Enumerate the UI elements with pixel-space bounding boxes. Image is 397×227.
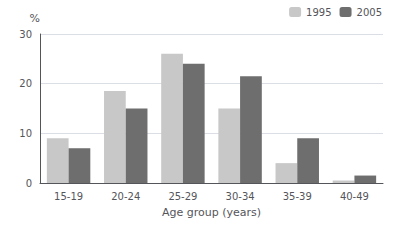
svg-text:0: 0	[26, 178, 32, 189]
svg-text:25-29: 25-29	[168, 191, 197, 202]
svg-text:%: %	[30, 12, 40, 25]
svg-text:30: 30	[19, 29, 32, 40]
svg-text:40-49: 40-49	[340, 191, 369, 202]
svg-text:30-34: 30-34	[226, 191, 255, 202]
svg-text:20-24: 20-24	[111, 191, 140, 202]
svg-text:35-39: 35-39	[283, 191, 312, 202]
svg-text:15-19: 15-19	[54, 191, 83, 202]
svg-text:20: 20	[19, 78, 32, 89]
svg-text:Age group (years): Age group (years)	[162, 206, 261, 219]
svg-text:2005: 2005	[357, 7, 382, 18]
svg-text:10: 10	[19, 128, 32, 139]
svg-text:1995: 1995	[306, 7, 331, 18]
